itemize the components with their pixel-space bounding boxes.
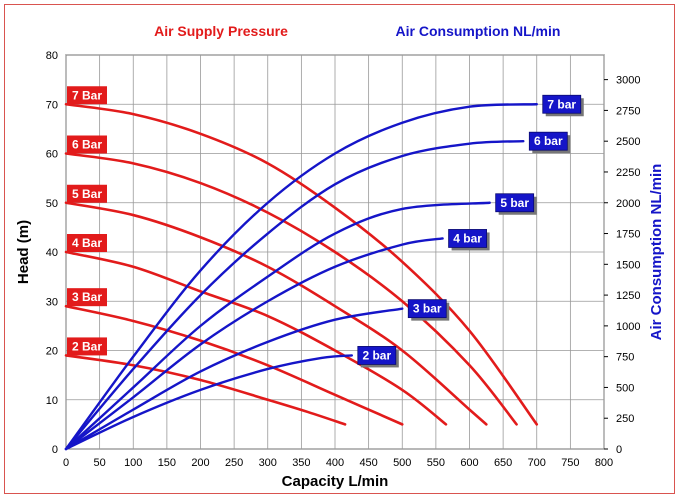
consumption-label: 2 bar <box>362 348 391 362</box>
consumption-curve <box>64 103 538 451</box>
x-tick-label: 50 <box>94 457 106 469</box>
axes: 0 50 100 150 200 250 300 350 400 450 500 550 600 650 7… <box>46 50 641 469</box>
x-tick-label: 600 <box>460 457 478 469</box>
y-right-tick-label: 2000 <box>616 198 640 210</box>
y-right-tick-label: 250 <box>616 413 634 425</box>
x-tick-label: 100 <box>124 457 142 469</box>
consumption-label-box <box>495 193 535 213</box>
y-right-tick-label: 0 <box>616 444 622 456</box>
pressure-label-box <box>67 86 107 105</box>
y-left-tick-label: 30 <box>46 296 58 308</box>
series-labels: 7 Bar 6 Bar 5 Bar 4 Bar 3 Bar 2 Bar 7 bar 6 bar… <box>67 86 584 368</box>
pressure-label-box <box>67 337 107 356</box>
y-left-tick-label: 50 <box>46 198 58 210</box>
pressure-curve <box>64 304 404 426</box>
y-right-tick-label: 2500 <box>616 136 640 148</box>
consumption-label-box <box>542 94 582 114</box>
consumption-curves <box>64 103 538 451</box>
x-tick-label: 300 <box>259 457 277 469</box>
consumption-curve <box>64 201 491 451</box>
y-right-tick-label: 2250 <box>616 167 640 179</box>
consumption-curve <box>64 237 444 451</box>
y-right-tick-label: 1250 <box>616 290 640 302</box>
y-right-tick-label: 1750 <box>616 229 640 241</box>
pressure-curve <box>64 102 539 426</box>
consumption-label: 5 bar <box>500 196 529 210</box>
x-tick-label: 700 <box>528 457 546 469</box>
x-tick-label: 650 <box>494 457 512 469</box>
consumption-curve <box>64 354 354 451</box>
y-right-tick-label: 3000 <box>616 75 640 87</box>
y-right-tick-label: 1000 <box>616 321 640 333</box>
y-left-tick-label: 0 <box>52 444 58 456</box>
consumption-label: 7 bar <box>547 97 576 111</box>
pressure-label-box <box>67 135 107 154</box>
pressure-label-box <box>67 234 107 252</box>
y-left-tick-label: 10 <box>46 395 58 407</box>
consumption-label-box <box>448 229 488 248</box>
pressure-curve <box>64 250 448 426</box>
title-left: Air Supply Pressure <box>154 23 288 39</box>
pressure-label: 6 Bar <box>72 138 102 152</box>
consumption-label-box <box>528 131 568 151</box>
pressure-label: 4 Bar <box>72 236 102 250</box>
consumption-label: 4 bar <box>453 231 482 245</box>
consumption-curve <box>64 139 525 451</box>
consumption-curve <box>64 307 404 451</box>
pressure-label: 7 Bar <box>72 88 102 102</box>
x-tick-label: 200 <box>191 457 209 469</box>
y-right-tick-label: 500 <box>616 382 634 394</box>
chart-frame <box>4 4 675 494</box>
y-axis-label-left: Head (m) <box>15 220 32 284</box>
x-tick-label: 250 <box>225 457 243 469</box>
consumption-label: 6 bar <box>534 134 563 148</box>
pressure-curve <box>64 152 518 426</box>
pressure-label: 3 Bar <box>72 290 102 304</box>
consumption-label-box <box>357 346 397 365</box>
consumption-label-box <box>407 299 447 319</box>
y-left-tick-label: 70 <box>46 99 58 111</box>
pressure-label: 5 Bar <box>72 187 102 201</box>
consumption-label: 3 bar <box>413 302 442 316</box>
title-right: Air Consumption NL/min <box>396 23 561 39</box>
x-tick-label: 500 <box>393 457 411 469</box>
y-right-tick-label: 2750 <box>616 105 640 117</box>
pressure-label: 2 Bar <box>72 339 102 353</box>
y-left-tick-label: 40 <box>46 247 58 259</box>
y-left-tick-label: 60 <box>46 149 58 161</box>
x-tick-label: 350 <box>292 457 310 469</box>
y-right-tick-label: 750 <box>616 352 634 364</box>
y-axis-label-right: Air Consumption NL/min <box>648 164 665 341</box>
pressure-label-box <box>67 184 107 203</box>
pressure-curve <box>64 354 347 426</box>
x-tick-label: 150 <box>158 457 176 469</box>
x-axis-label: Capacity L/min <box>282 473 389 490</box>
pressure-label-box <box>67 288 107 307</box>
y-left-tick-label: 80 <box>46 50 58 62</box>
x-tick-label: 800 <box>595 457 613 469</box>
x-tick-label: 0 <box>63 457 69 469</box>
x-tick-label: 750 <box>561 457 579 469</box>
y-right-tick-label: 1500 <box>616 259 640 271</box>
pressure-curves <box>64 102 539 426</box>
x-tick-label: 550 <box>427 457 445 469</box>
y-left-tick-label: 20 <box>46 346 58 358</box>
pressure-curve <box>64 201 488 426</box>
x-tick-label: 450 <box>359 457 377 469</box>
x-tick-label: 400 <box>326 457 344 469</box>
